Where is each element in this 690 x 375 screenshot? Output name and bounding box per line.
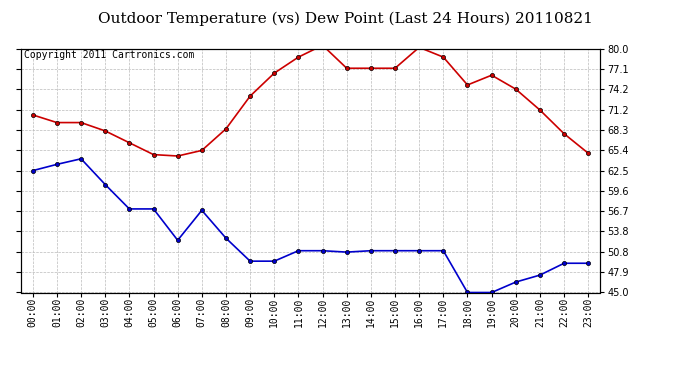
Text: Copyright 2011 Cartronics.com: Copyright 2011 Cartronics.com: [23, 50, 194, 60]
Text: Outdoor Temperature (vs) Dew Point (Last 24 Hours) 20110821: Outdoor Temperature (vs) Dew Point (Last…: [97, 11, 593, 26]
